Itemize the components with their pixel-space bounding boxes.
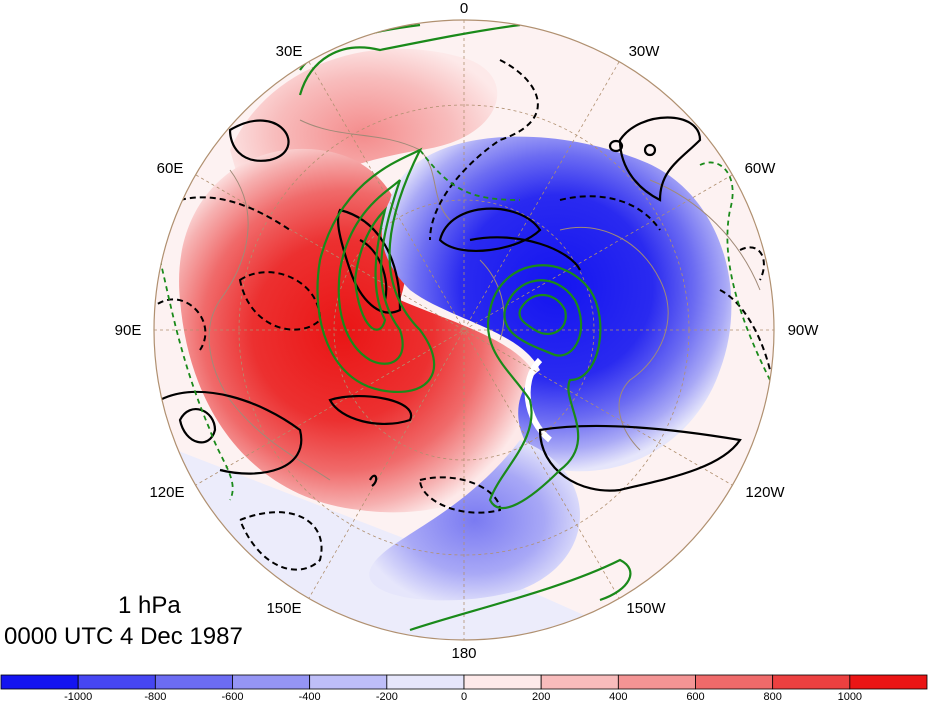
colorbar-box [463, 674, 542, 690]
colorbar-box [695, 674, 774, 690]
lon-label-90e: 90E [115, 322, 142, 339]
colorbar-box [540, 674, 619, 690]
colorbar-tick-label: 400 [609, 691, 627, 702]
longitude-labels: 0 30W 60W 90W 120W 150W 180 150E 120E 90… [115, 0, 820, 662]
colorbar-tick-label: 600 [686, 691, 704, 702]
lon-label-60e: 60E [157, 160, 184, 177]
lon-label-120w: 120W [745, 484, 785, 501]
pressure-level-label: 1 hPa [118, 592, 181, 619]
colorbar-tick-label: -800 [144, 691, 166, 702]
lon-label-30w: 30W [629, 43, 661, 60]
black-dashed-contours [154, 59, 771, 571]
colorbar-tick-label: 200 [532, 691, 550, 702]
lon-label-0: 0 [460, 0, 468, 17]
lon-label-150w: 150W [626, 600, 666, 617]
colorbar-box [386, 674, 465, 690]
colorbar-boxes [0, 674, 928, 690]
green-dashed-contours [159, 149, 771, 501]
colorbar-box [617, 674, 696, 690]
colorbar-box [849, 674, 928, 690]
lon-label-60w: 60W [745, 160, 777, 177]
lon-label-120e: 120E [149, 484, 184, 501]
lon-label-180: 180 [451, 645, 476, 662]
polar-stereographic-map: 0 30W 60W 90W 120W 150W 180 150E 120E 90… [115, 0, 820, 662]
colorbar-tick-label: -1000 [64, 691, 92, 702]
colorbar-box [309, 674, 388, 690]
timestamp-label: 0000 UTC 4 Dec 1987 [4, 623, 243, 650]
colorbar-box [154, 674, 233, 690]
colorbar-box [77, 674, 156, 690]
positive-anomaly [179, 148, 543, 513]
colorbar-tick-labels: -1000 -800 -600 -400 -200 0 200 400 600 800 1000 [64, 691, 862, 702]
lon-label-150e: 150E [266, 600, 301, 617]
colorbar-box [232, 674, 311, 690]
colorbar-tick-label: 1000 [838, 691, 862, 702]
colorbar-box [772, 674, 851, 690]
colorbar-tick-label: 0 [461, 691, 467, 702]
colorbar-tick-label: -200 [376, 691, 398, 702]
colorbar: -1000 -800 -600 -400 -200 0 200 400 600 800 1000 [0, 674, 928, 702]
colorbar-box [0, 674, 79, 690]
negative-anomaly [381, 136, 732, 472]
shaded-field [154, 20, 774, 640]
lon-label-30e: 30E [276, 43, 303, 60]
colorbar-tick-label: -400 [299, 691, 321, 702]
map-boundary [153, 19, 775, 641]
lon-label-90w: 90W [788, 322, 820, 339]
colorbar-tick-label: -600 [221, 691, 243, 702]
colorbar-tick-label: 800 [763, 691, 781, 702]
